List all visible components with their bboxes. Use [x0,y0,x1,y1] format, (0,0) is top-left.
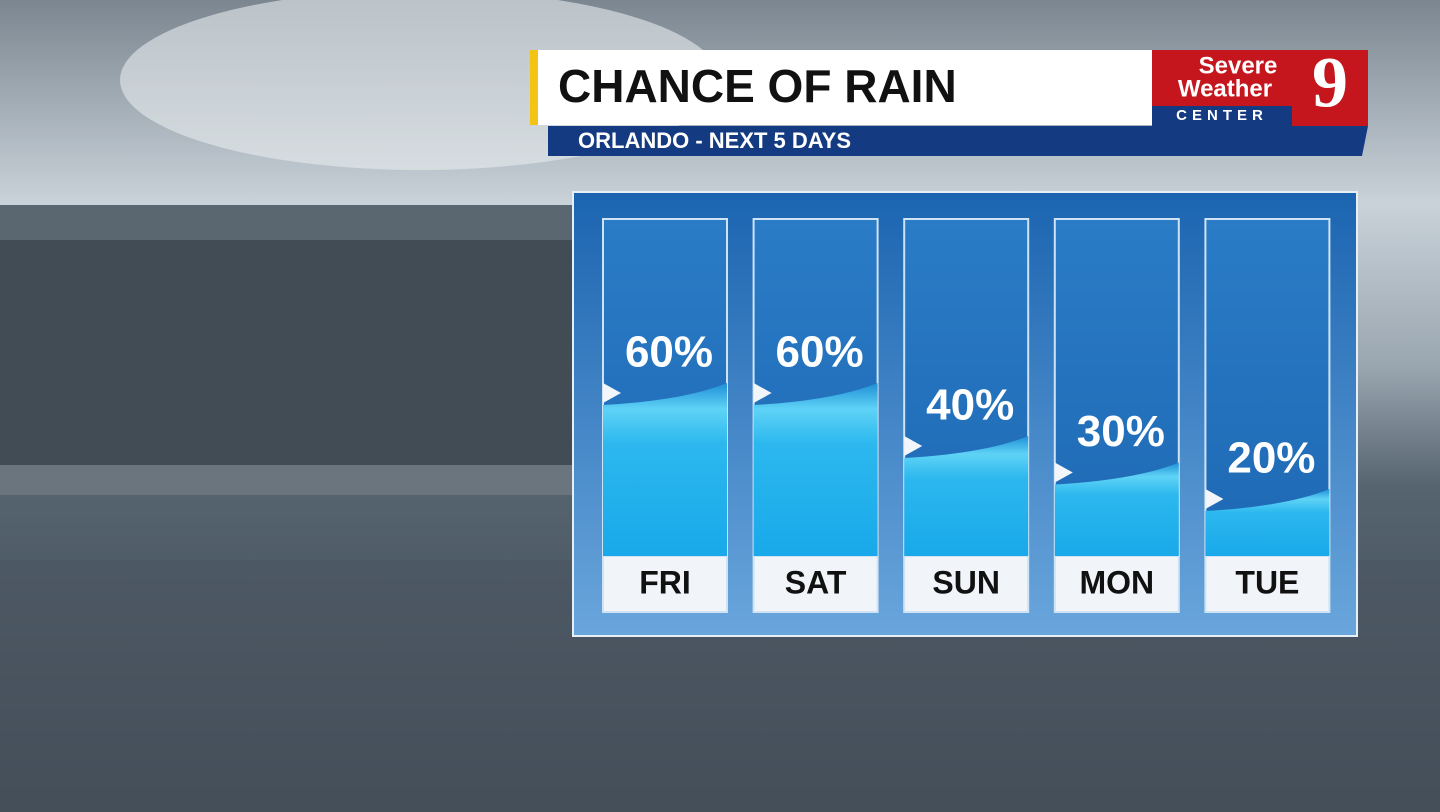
building [0,235,575,465]
value-label: 60% [625,328,713,377]
bar [1054,462,1179,556]
title-bar [530,50,1152,125]
x-tick-label: FRI [639,564,691,600]
building-roof [0,205,575,240]
bar-marker [904,436,923,456]
building-base [0,465,575,495]
x-tick-label: SAT [785,564,847,600]
bar [1205,489,1330,556]
bar-marker [753,383,772,403]
logo-text: CENTER [1176,107,1268,124]
logo-text: Severe [1199,52,1278,79]
logo-text: Weather [1178,75,1272,102]
x-tick-label: TUE [1235,564,1299,600]
bar-marker [603,383,621,403]
value-label: 20% [1227,434,1315,483]
chart-title: CHANCE OF RAIN [558,60,957,112]
day-box [752,555,879,613]
bar-marker [1205,489,1224,509]
value-label: 60% [776,328,864,377]
subtitle-bar [548,126,1368,156]
x-tick-label: SUN [932,564,1000,600]
day-box [1053,555,1180,613]
value-label: 30% [1077,407,1165,456]
bar [603,383,727,556]
logo-band [1152,106,1292,126]
x-tick-label: MON [1079,564,1154,600]
value-label: 40% [926,381,1014,430]
bar [753,383,878,556]
day-box [1204,555,1331,613]
bar-marker [1054,462,1073,483]
title-accent [530,50,538,125]
chart-subtitle: ORLANDO - NEXT 5 DAYS [578,128,851,153]
logo-number: 9 [1312,43,1348,123]
day-box [903,555,1030,613]
bar [904,436,1029,556]
